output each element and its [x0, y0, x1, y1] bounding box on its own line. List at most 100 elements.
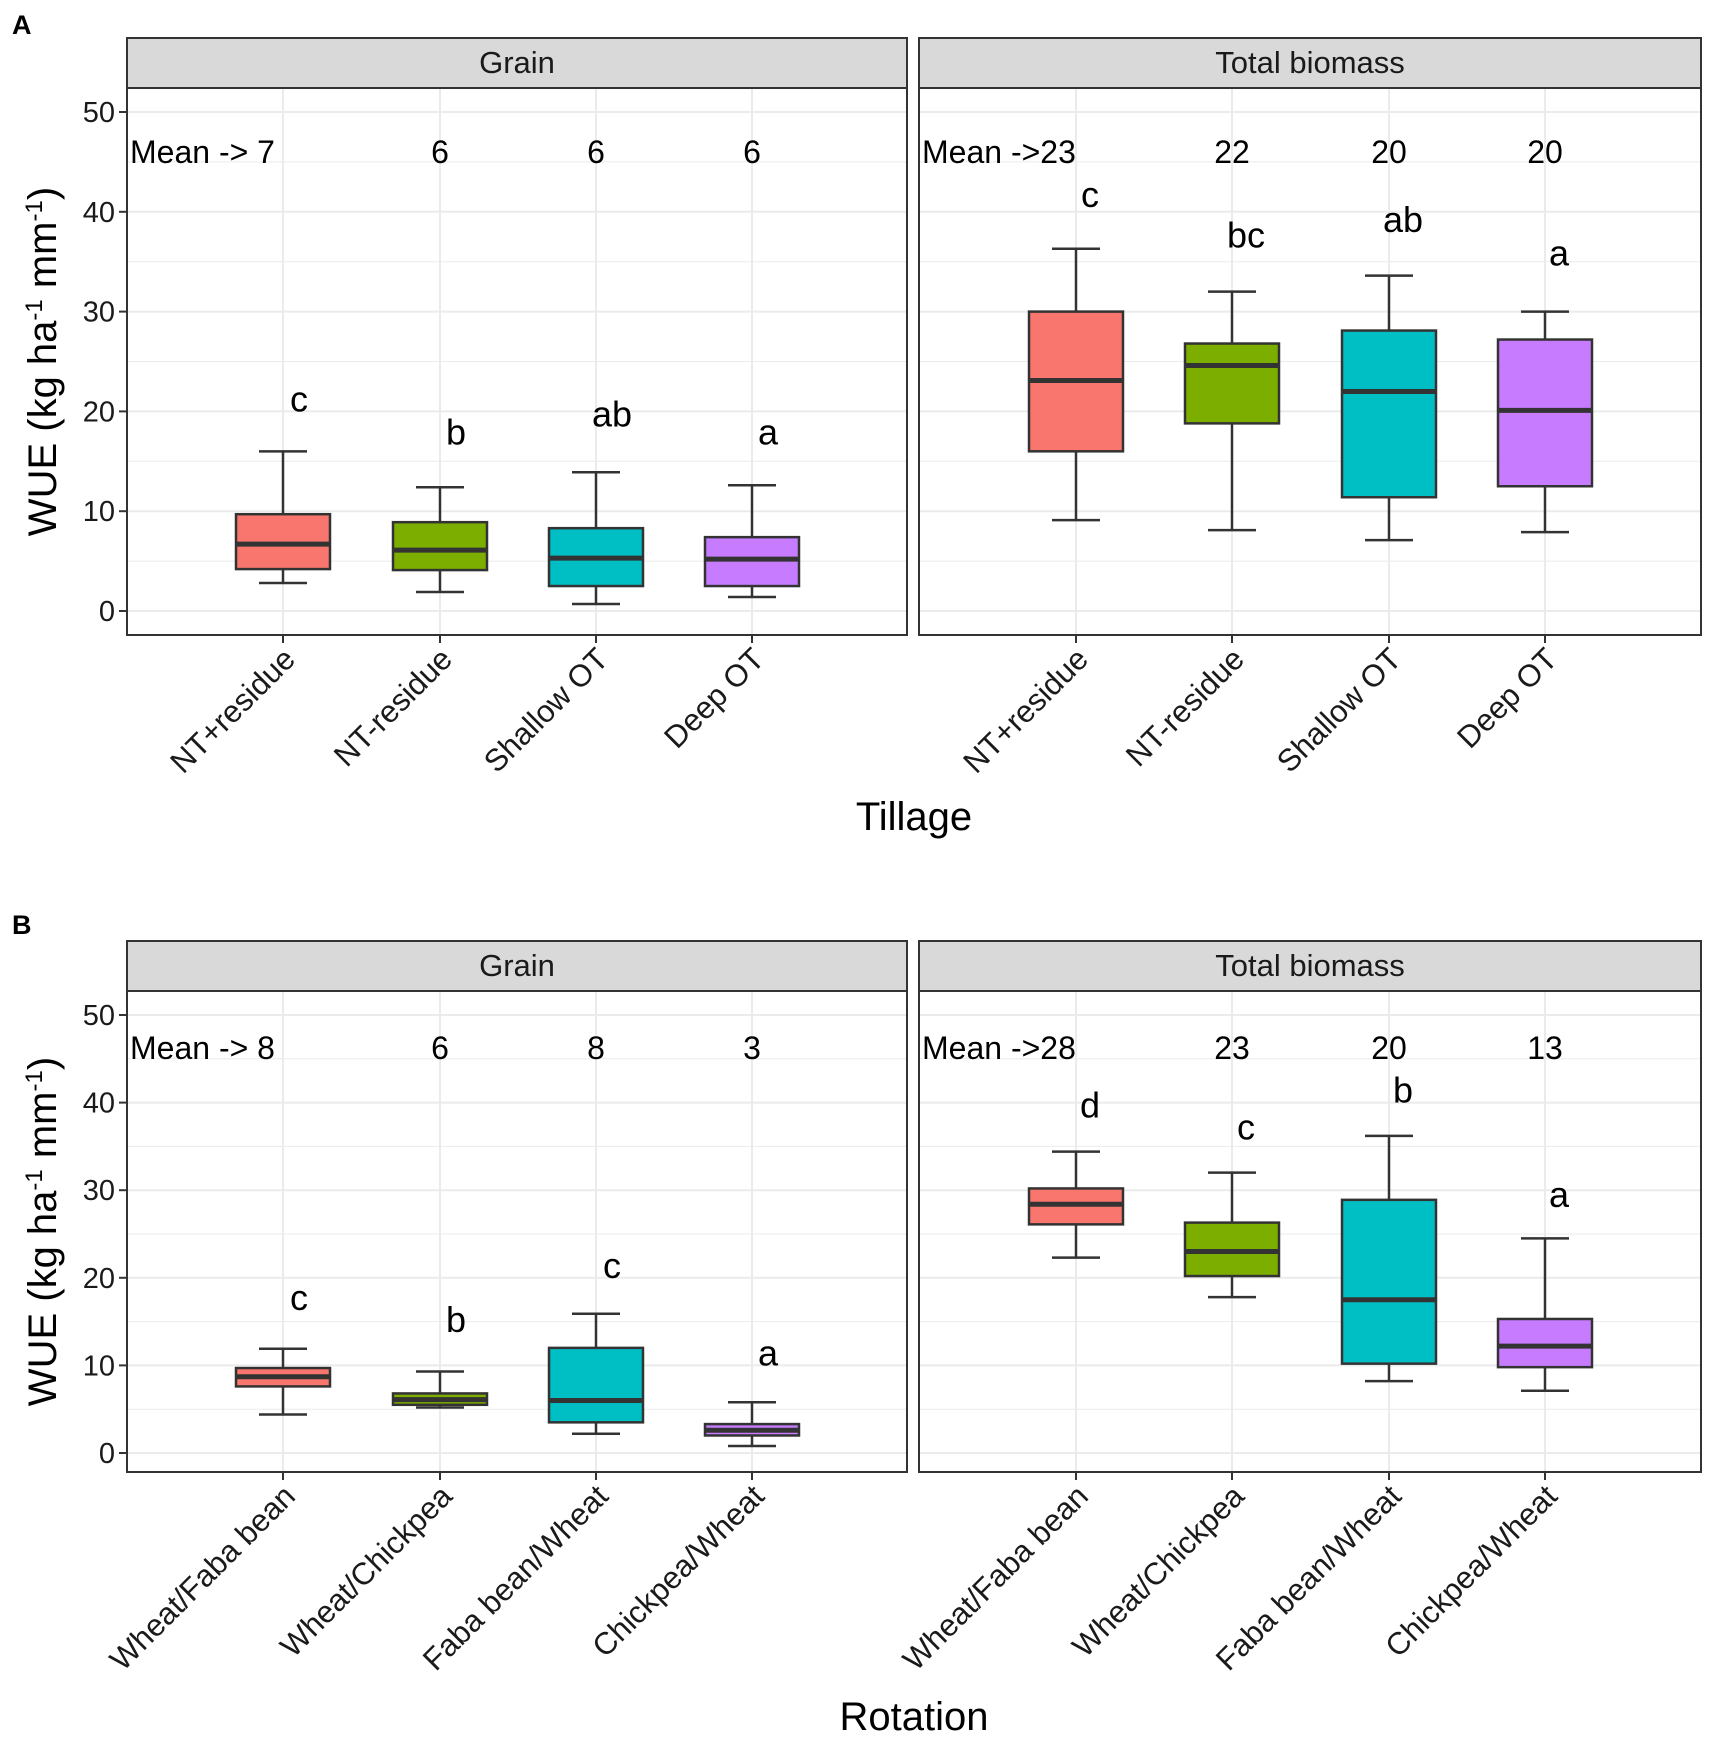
- box-2: [547, 1312, 645, 1435]
- x-tick-label: Wheat/Chickpea: [1065, 1478, 1251, 1664]
- y-axis-title-part: -1: [21, 299, 48, 320]
- x-tick-label: NT-residue: [1119, 641, 1251, 773]
- mean-label: 20: [1371, 1030, 1407, 1066]
- significance-letter: a: [1549, 233, 1570, 274]
- mean-label: Mean ->23: [922, 134, 1076, 170]
- y-axis-title-part: -1: [21, 1070, 48, 1091]
- x-tick-label: Wheat/Faba bean: [896, 1478, 1095, 1677]
- box-1: [1183, 290, 1281, 532]
- significance-letter: ab: [592, 393, 632, 434]
- facet-grain: c b ab a Mean -> 7 6 6 6 Grain NT+residue NT-resid…: [83, 37, 908, 780]
- facet-title: Grain: [479, 45, 555, 80]
- mean-label: 6: [587, 134, 605, 170]
- panel-label: B: [12, 910, 32, 940]
- y-tick-label: 0: [99, 596, 115, 628]
- x-tick-label: Deep OT: [657, 641, 771, 755]
- box-1: [1183, 1171, 1281, 1299]
- significance-letter: a: [1549, 1174, 1570, 1215]
- y-tick-label: 50: [83, 1000, 115, 1032]
- facet-strip: [918, 37, 1702, 89]
- box-iqr: [547, 1346, 645, 1424]
- mean-label: 6: [431, 1030, 449, 1066]
- y-axis-title-part: ): [21, 1057, 65, 1070]
- box-0: [1027, 1150, 1125, 1259]
- mean-label: Mean -> 8: [130, 1030, 275, 1066]
- y-axis-title-part: WUE (kg ha: [21, 1190, 65, 1406]
- mean-label: 13: [1527, 1030, 1563, 1066]
- box-0: [1027, 247, 1125, 522]
- x-tick-label: NT+residue: [163, 641, 302, 780]
- y-axis-title-part: mm: [21, 221, 65, 299]
- y-tick-label: 20: [83, 396, 115, 428]
- significance-letter: d: [1080, 1084, 1100, 1125]
- plot-area: [127, 991, 907, 1472]
- facet-strip: [126, 940, 908, 992]
- significance-letter: a: [758, 1332, 779, 1373]
- mean-label: 22: [1214, 134, 1250, 170]
- box-iqr: [1340, 329, 1438, 499]
- y-tick-label: 10: [83, 496, 115, 528]
- box-iqr: [1496, 1317, 1594, 1369]
- x-tick-label: NT-residue: [327, 641, 459, 773]
- significance-letter: c: [290, 378, 308, 419]
- box-0: [234, 1347, 332, 1416]
- y-tick-label: 30: [83, 297, 115, 329]
- x-tick-label: Deep OT: [1450, 641, 1564, 755]
- x-tick-label: NT+residue: [956, 641, 1095, 780]
- significance-letter: bc: [1227, 215, 1265, 256]
- significance-letter: a: [758, 411, 779, 452]
- box-1: [391, 485, 489, 594]
- mean-label: 3: [743, 1030, 761, 1066]
- box-2: [547, 471, 645, 606]
- box-2: [1340, 274, 1438, 542]
- facet-title: Grain: [479, 948, 555, 983]
- significance-letter: c: [603, 1245, 621, 1286]
- box-iqr: [1340, 1198, 1438, 1365]
- mean-label: Mean ->28: [922, 1030, 1076, 1066]
- y-tick-label: 40: [83, 1088, 115, 1120]
- x-axis-title: Rotation: [840, 1695, 989, 1737]
- box-iqr: [391, 520, 489, 572]
- box-2: [1340, 1134, 1438, 1383]
- facet-strip: [918, 940, 1702, 992]
- facet-total-biomass: c bc ab a Mean ->23 22 20 20 Total biomass NT+res…: [918, 37, 1702, 780]
- significance-letter: c: [1237, 1106, 1255, 1147]
- significance-letter: b: [446, 1299, 466, 1340]
- y-axis-title-part: -1: [21, 1169, 48, 1190]
- x-tick-label: Shallow OT: [477, 641, 615, 779]
- mean-label: 6: [431, 134, 449, 170]
- y-tick-label: 50: [83, 97, 115, 129]
- y-tick-label: 10: [83, 1350, 115, 1382]
- significance-letter: b: [1393, 1070, 1413, 1111]
- mean-label: 23: [1214, 1030, 1250, 1066]
- y-axis-title-part: ): [21, 187, 65, 200]
- x-axis-title: Tillage: [856, 795, 972, 839]
- y-axis-title: WUE (kg ha-1 mm-1): [21, 187, 65, 536]
- y-tick-label: 40: [83, 197, 115, 229]
- plot-area: [919, 991, 1701, 1472]
- facet-title: Total biomass: [1215, 45, 1405, 80]
- significance-letter: b: [446, 411, 466, 452]
- y-axis-title-part: mm: [21, 1091, 65, 1169]
- x-tick-label: Chickpea/Wheat: [1378, 1478, 1564, 1664]
- y-tick-label: 20: [83, 1263, 115, 1295]
- mean-label: 20: [1527, 134, 1563, 170]
- y-tick-label: 0: [99, 1438, 115, 1470]
- x-tick-label: Wheat/Faba bean: [103, 1478, 302, 1677]
- mean-label: 8: [587, 1030, 605, 1066]
- y-tick-label: 30: [83, 1175, 115, 1207]
- box-3: [703, 484, 801, 599]
- panel-label: A: [12, 10, 32, 40]
- significance-letter: c: [1081, 174, 1099, 215]
- box-3: [1496, 310, 1594, 534]
- significance-letter: ab: [1383, 199, 1423, 240]
- box-3: [1496, 1237, 1594, 1393]
- mean-label: 6: [743, 134, 761, 170]
- y-axis-title-part: -1: [21, 200, 48, 221]
- box-0: [234, 450, 332, 585]
- significance-letter: c: [290, 1277, 308, 1318]
